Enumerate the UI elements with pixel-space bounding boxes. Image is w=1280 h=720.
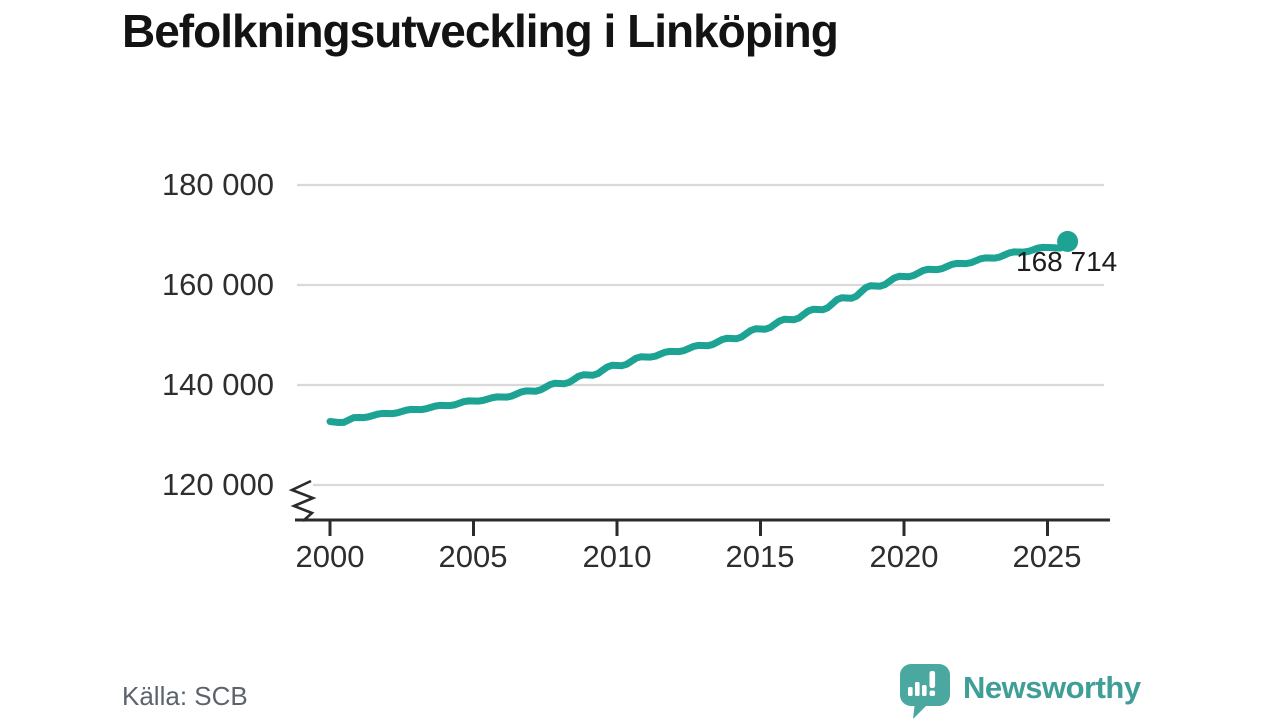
y-axis-break-icon (288, 479, 317, 522)
population-series-line (326, 237, 1072, 426)
x-tick-2005: 2005 (438, 539, 508, 574)
y-tick-120000: 120 000 (161, 467, 274, 502)
brand-name: Newsworthy (963, 670, 1141, 705)
y-tick-160000: 160 000 (161, 267, 274, 302)
source-caption: Källa: SCB (122, 681, 248, 711)
speech-bubble-bar-chart-icon (900, 664, 950, 719)
x-tick-2000: 2000 (295, 539, 365, 574)
latest-value-dot (1057, 230, 1079, 252)
x-tick-2015: 2015 (725, 539, 795, 574)
y-tick-140000: 140 000 (161, 367, 274, 402)
newsworthy-brand: Newsworthy (900, 664, 1141, 720)
latest-value-label: 168 714 (1016, 246, 1118, 277)
y-tick-180000: 180 000 (161, 167, 274, 202)
x-tick-2010: 2010 (582, 539, 652, 574)
x-tick-2025: 2025 (1012, 539, 1082, 574)
page-title: Befolkningsutveckling i Linköping (122, 5, 839, 57)
x-tick-2020: 2020 (869, 539, 939, 574)
